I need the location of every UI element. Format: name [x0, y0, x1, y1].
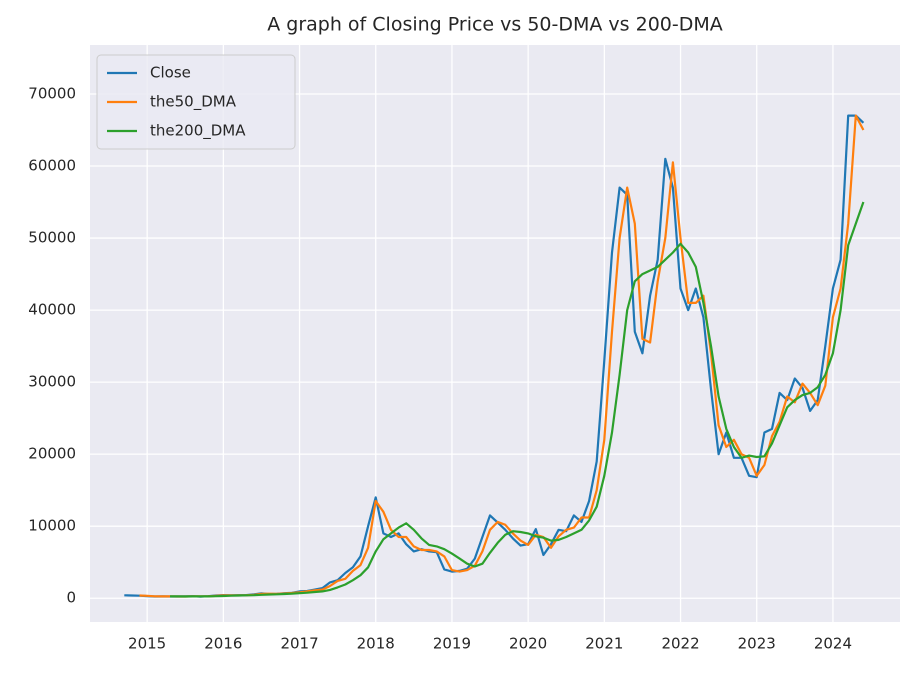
x-tick-label: 2024 [814, 635, 852, 653]
x-tick-label: 2023 [738, 635, 776, 653]
y-tick-label: 40000 [28, 301, 76, 319]
x-tick-label: 2016 [204, 635, 242, 653]
legend-label: the200_DMA [150, 122, 246, 141]
y-tick-label: 20000 [28, 445, 76, 463]
y-tick-label: 0 [66, 589, 76, 607]
x-tick-label: 2018 [357, 635, 395, 653]
chart-title: A graph of Closing Price vs 50-DMA vs 20… [267, 14, 723, 36]
legend-box [96, 54, 296, 150]
series-line [170, 201, 865, 598]
y-tick-label: 10000 [28, 517, 76, 535]
x-tick-label: 2019 [433, 635, 471, 653]
y-tick-label: 60000 [28, 157, 76, 175]
legend-label: the50_DMA [150, 93, 237, 112]
x-tick-label: 2022 [661, 635, 699, 653]
y-tick-label: 50000 [28, 229, 76, 247]
x-tick-label: 2017 [280, 635, 318, 653]
x-tick-label: 2021 [585, 635, 623, 653]
y-tick-label: 30000 [28, 373, 76, 391]
y-tick-label: 70000 [28, 84, 76, 102]
x-tick-label: 2020 [509, 635, 547, 653]
legend-label: Close [150, 64, 191, 82]
x-tick-label: 2015 [128, 635, 166, 653]
